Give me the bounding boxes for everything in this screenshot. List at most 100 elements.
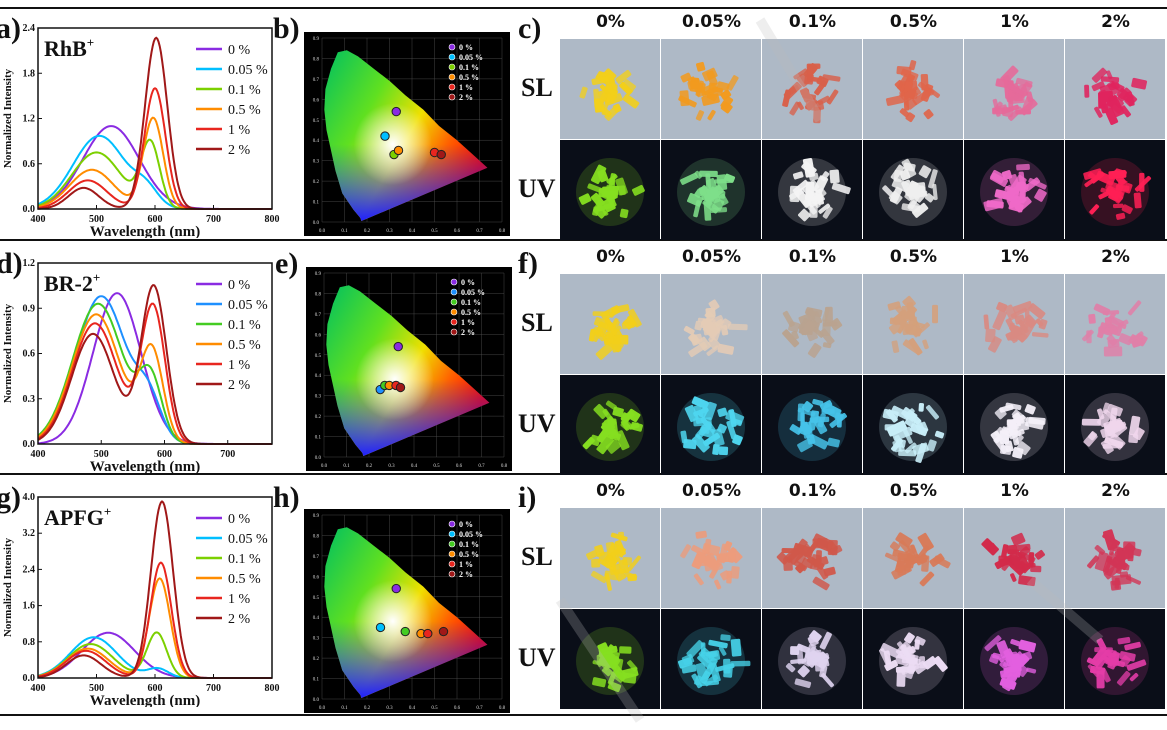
cie-legend-marker [448, 63, 456, 71]
legend-label: 0.5 % [228, 338, 261, 353]
cie-point-5 [438, 626, 449, 637]
photo-grid: 0% 0.05% 0.1% 0.5% 1% 2% SL UV [518, 477, 1167, 709]
sample-crystals [678, 61, 739, 121]
legend-label: 0.5 % [228, 572, 261, 587]
sample-photo-sl [964, 508, 1064, 608]
x-tick-label: 400 [31, 449, 46, 460]
legend-label: 1 % [228, 123, 251, 138]
sample-photo-uv [964, 609, 1064, 709]
cie-diagram: 0.0 0.1 0.2 0.3 0.4 0.5 0.6 0.7 0.8 0.0 0.1 0.2 0.3 0… [304, 509, 510, 713]
sample-crystals [680, 530, 743, 590]
spectrum-panel: 400 500 600 700 800 0.0 0.6 1.2 1.8 2.4 Wavelength… [0, 8, 285, 240]
cie-x-tick: 0.2 [364, 229, 371, 234]
legend-label: 0.1 % [228, 552, 261, 567]
cie-legend-marker [450, 318, 458, 326]
sample-photo-uv [560, 140, 660, 240]
legend-label: 0.5 % [228, 103, 261, 118]
y-tick-label: 2.4 [23, 564, 36, 575]
sample-crystals [782, 63, 841, 124]
cie-chart: 0.0 0.1 0.2 0.3 0.4 0.5 0.6 0.7 0.8 0.0 0.1 0.2 0.3 0… [313, 37, 506, 234]
series-line-1 [37, 636, 272, 679]
sample-photo-sl [661, 39, 761, 139]
y-tick-label: 4.0 [23, 492, 36, 503]
panel-label: e) [275, 247, 299, 280]
cie-y-tick: 0.9 [313, 514, 320, 519]
cie-x-tick: 0.4 [411, 464, 418, 469]
sample-photo-uv [964, 140, 1064, 240]
cie-legend-marker [448, 83, 456, 91]
sample-photo-sl [560, 274, 660, 374]
cie-y-tick: 0.7 [313, 555, 320, 560]
sample-photo-sl [863, 274, 963, 374]
sample-photo-uv [863, 375, 963, 475]
cie-x-tick: 0.0 [321, 464, 328, 469]
cie-y-tick: 0.4 [313, 139, 320, 144]
column-header: 2% [1101, 481, 1130, 501]
cie-y-tick: 0.3 [315, 395, 322, 400]
cie-y-tick: 0.0 [313, 698, 320, 703]
sample-photo-sl [762, 39, 862, 139]
sample-photo-sl [661, 508, 761, 608]
y-axis-label: Normalized Intensity [2, 303, 14, 403]
cie-legend-label: 0.1 % [461, 298, 481, 307]
column-header: 0.05% [682, 481, 741, 501]
y-tick-label: 0.9 [23, 303, 36, 314]
sample-crystals [579, 68, 640, 121]
sample-photo-uv [1065, 140, 1165, 240]
row-label-uv: UV [518, 174, 556, 203]
cie-y-tick: 0.8 [313, 534, 320, 539]
cie-x-tick: 0.6 [454, 706, 461, 711]
sample-photo-sl [1065, 508, 1165, 608]
cie-diagram: 0.0 0.1 0.2 0.3 0.4 0.5 0.6 0.7 0.8 0.0 0.1 0.2 0.3 0… [306, 267, 512, 471]
row-divider-1 [0, 239, 1167, 241]
sample-photo-sl [1065, 274, 1165, 374]
sample-crystals [879, 627, 948, 695]
row-label-sl: SL [521, 308, 553, 337]
sample-photo-uv [1065, 375, 1165, 475]
sample-crystals [879, 158, 947, 226]
cie-y-tick: 0.1 [313, 201, 320, 206]
cie-legend-label: 2 % [461, 328, 475, 337]
spectrum-chart: 400 500 600 700 800 0.0 0.6 1.2 1.8 2.4 Wavelength… [2, 23, 280, 240]
sample-photo-sl [661, 274, 761, 374]
column-header: 1% [1000, 247, 1029, 267]
sample-crystals [588, 304, 642, 360]
x-tick-label: 800 [265, 214, 280, 225]
column-header: 2% [1101, 247, 1130, 267]
cie-x-tick: 0.1 [341, 706, 348, 711]
sample-crystals [879, 393, 947, 463]
spectrum-chart: 400 500 600 700 800 0.0 0.8 1.6 2.4 3.2 4.0 Wavelen… [2, 492, 280, 709]
cie-y-tick: 0.9 [315, 272, 322, 277]
cie-x-tick: 0.6 [456, 464, 463, 469]
cie-y-tick: 0.1 [313, 678, 320, 683]
cie-y-tick: 0.8 [313, 57, 320, 62]
cie-x-tick: 0.7 [476, 706, 483, 711]
x-tick-label: 600 [157, 449, 172, 460]
panel-label: a) [0, 12, 21, 45]
sample-crystals [683, 299, 748, 358]
column-header: 2% [1101, 12, 1130, 32]
sample-crystals [980, 158, 1048, 226]
cie-y-tick: 0.7 [315, 313, 322, 318]
column-header: 1% [1000, 481, 1029, 501]
cie-legend-marker [450, 328, 458, 336]
sample-crystals [1084, 67, 1148, 125]
legend-label: 2 % [228, 612, 251, 627]
spectrum-panel: 400 500 600 700 0.0 0.3 0.6 0.9 1.2 Wavelength (n… [0, 243, 285, 475]
cie-point-1 [375, 622, 386, 633]
cie-x-tick: 0.4 [409, 229, 416, 234]
column-header: 0% [596, 12, 625, 32]
cie-y-tick: 0.2 [315, 415, 322, 420]
cie-point-0 [391, 106, 401, 117]
row-label-sl: SL [521, 542, 553, 571]
sample-photo-uv [863, 140, 963, 240]
x-tick-label: 700 [220, 449, 235, 460]
cie-x-tick: 0.2 [366, 464, 373, 469]
sample-crystals [980, 627, 1048, 695]
cie-legend-label: 1 % [461, 318, 475, 327]
y-axis-label: Normalized Intensity [2, 68, 14, 168]
cie-x-tick: 0.8 [499, 706, 506, 711]
sample-photo-uv [964, 375, 1064, 475]
column-header: 0.5% [889, 481, 938, 501]
sample-crystals [576, 627, 644, 695]
